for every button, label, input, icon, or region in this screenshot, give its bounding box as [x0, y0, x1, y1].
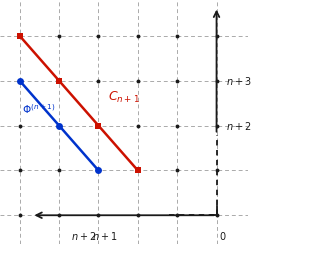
Text: $0$: $0$: [219, 230, 226, 242]
Text: $n+2$: $n+2$: [226, 120, 252, 132]
Text: $n+1$: $n+1$: [92, 230, 117, 242]
Text: $n+3$: $n+3$: [226, 75, 252, 87]
Text: $C_{n+1}$: $C_{n+1}$: [108, 90, 140, 105]
Text: $\Phi^{(n+1)}$: $\Phi^{(n+1)}$: [22, 102, 55, 116]
Text: $n+2$: $n+2$: [71, 230, 96, 242]
